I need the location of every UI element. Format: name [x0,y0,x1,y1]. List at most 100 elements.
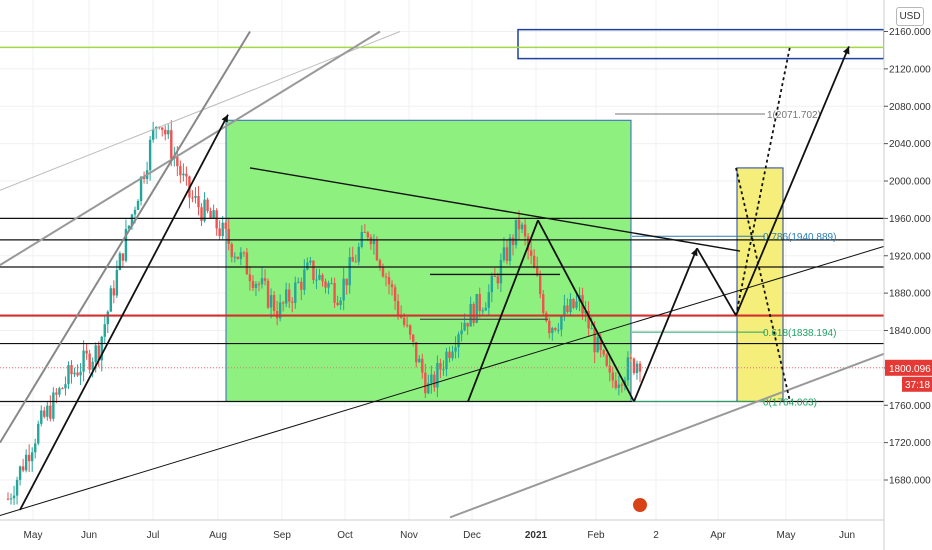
candle-body [463,322,466,331]
candle-body [272,295,276,312]
candle-body [167,130,170,135]
candle-body [357,246,360,262]
candle-body [330,283,333,285]
candle-body [608,365,611,373]
candle-body [439,363,442,370]
projection-zone [736,167,784,403]
currency-label[interactable]: USD [896,7,924,26]
candle-body [148,139,152,171]
candle-body [348,257,351,286]
candle-body [448,351,451,359]
candle-body [97,345,100,361]
time-tick-label: Apr [710,530,726,541]
candle-body [76,372,79,376]
candle-body [288,289,291,302]
time-tick-label: Jul [147,530,160,541]
candle-body [511,237,515,246]
candle-body [176,156,179,167]
price-tick-label: 2080.000 [889,102,931,113]
candle-body [130,214,134,226]
candle-body [514,219,518,246]
candle-body [64,384,67,389]
candle-body [520,224,524,230]
candle-body [327,283,330,288]
candle-body [218,228,221,237]
candle-body [164,129,167,135]
price-tick-label: 2160.000 [889,27,931,38]
event-flag-icon [633,498,647,512]
candle-body [523,224,527,237]
candle-body [529,250,533,256]
candle-body [345,278,348,286]
time-tick-label: Dec [463,530,481,541]
candle-body [106,311,109,325]
candle-body [532,255,536,268]
candle-body [490,276,494,293]
candle-body [593,328,596,353]
candle-body [224,222,227,229]
candle-body [584,311,587,314]
candle-body [324,281,327,288]
candle-body [402,317,406,325]
candle-body [632,358,636,374]
drawings-layer [0,30,885,519]
candle-body [557,329,560,331]
candle-body [278,302,282,319]
zigzag-leg [537,219,635,402]
projection-leg [696,247,737,317]
candle-body [378,260,382,268]
candle-body [542,294,545,313]
projection-dotted-leg [735,46,791,316]
candle-body [563,305,566,317]
candle-body [112,288,116,296]
price-tick-label: 2000.000 [889,177,931,188]
candle-body [6,498,10,500]
candle-body [451,351,454,359]
candle-body [342,278,345,301]
channel-line [0,30,381,266]
candle-body [179,166,182,176]
time-tick-label: Feb [587,530,605,541]
candle-body [70,365,73,375]
price-tick-label: 1880.000 [889,289,931,300]
candle-body [269,295,273,308]
candle-body [49,405,52,419]
candle-body [387,277,391,285]
candle-body [182,173,185,176]
candle-body [24,454,28,471]
candle-body [602,350,605,355]
countdown-value: 37:18 [905,380,930,391]
candle-body [297,281,300,283]
candle-body [408,325,412,335]
candle-body [100,336,103,361]
candle-body [366,232,370,238]
time-tick-label: Nov [400,530,418,541]
time-tick-label: May [24,530,43,541]
candle-body [79,371,82,376]
price-tick-label: 1720.000 [889,438,931,449]
candle-body [306,262,309,270]
channel-line [0,30,251,444]
price-tick-label: 1760.000 [889,401,931,412]
candle-body [12,495,16,499]
candle-body [40,410,43,424]
price-tick-label: 1920.000 [889,251,931,262]
price-tick-label: 1680.000 [889,476,931,487]
candle-body [215,210,218,229]
candle-body [309,260,312,263]
candle-body [475,294,478,323]
candle-body [617,384,621,388]
arrowhead [221,114,228,123]
candle-body [535,267,539,276]
candle-body [384,276,388,278]
candle-body [545,312,548,321]
candle-body [635,363,639,374]
candle-body [294,282,297,303]
candle-body [445,351,448,370]
candle-body [457,334,460,348]
candle-body [18,466,22,480]
candle-body [55,392,58,395]
